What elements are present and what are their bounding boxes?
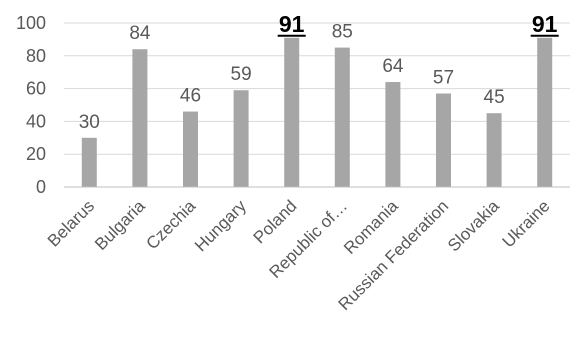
- bar: [284, 37, 300, 188]
- data-label: 91: [532, 11, 558, 37]
- data-label: 46: [180, 86, 201, 107]
- category-label: Belarus: [44, 196, 98, 250]
- bar: [183, 111, 198, 187]
- data-label: 59: [231, 64, 252, 85]
- y-tick-label: 60: [26, 79, 46, 99]
- data-label: 64: [382, 56, 404, 77]
- data-label: 45: [484, 87, 505, 108]
- category-label: Slovakia: [444, 196, 503, 255]
- y-tick-label: 100: [16, 13, 46, 33]
- bar: [233, 90, 249, 187]
- bar: [132, 49, 148, 187]
- y-tick-label: 40: [26, 111, 46, 131]
- bar: [385, 82, 401, 187]
- gridlines: [64, 22, 570, 155]
- bar: [334, 47, 350, 187]
- bar: [537, 37, 553, 188]
- category-label: Czechia: [142, 196, 199, 253]
- y-tick-label: 20: [26, 144, 46, 164]
- y-tick-label: 0: [36, 177, 46, 197]
- data-label: 30: [79, 112, 100, 133]
- bar: [486, 113, 502, 187]
- data-label: 85: [332, 22, 353, 43]
- y-tick-label: 80: [26, 46, 46, 66]
- data-label: 57: [433, 68, 454, 89]
- category-label: Bulgaria: [91, 196, 149, 254]
- bars: [81, 37, 553, 188]
- category-label: Poland: [250, 196, 301, 247]
- bar: [436, 93, 451, 187]
- data-label: 84: [129, 23, 151, 44]
- category-label: Ukraine: [499, 196, 554, 251]
- y-axis-ticks: 0 20 40 60 80 100: [16, 13, 46, 197]
- data-labels: 30 84 46 59 91 85 64 57 45 91: [79, 11, 559, 133]
- category-label: Hungary: [191, 196, 250, 255]
- data-label: 91: [279, 11, 305, 37]
- bar: [81, 137, 97, 187]
